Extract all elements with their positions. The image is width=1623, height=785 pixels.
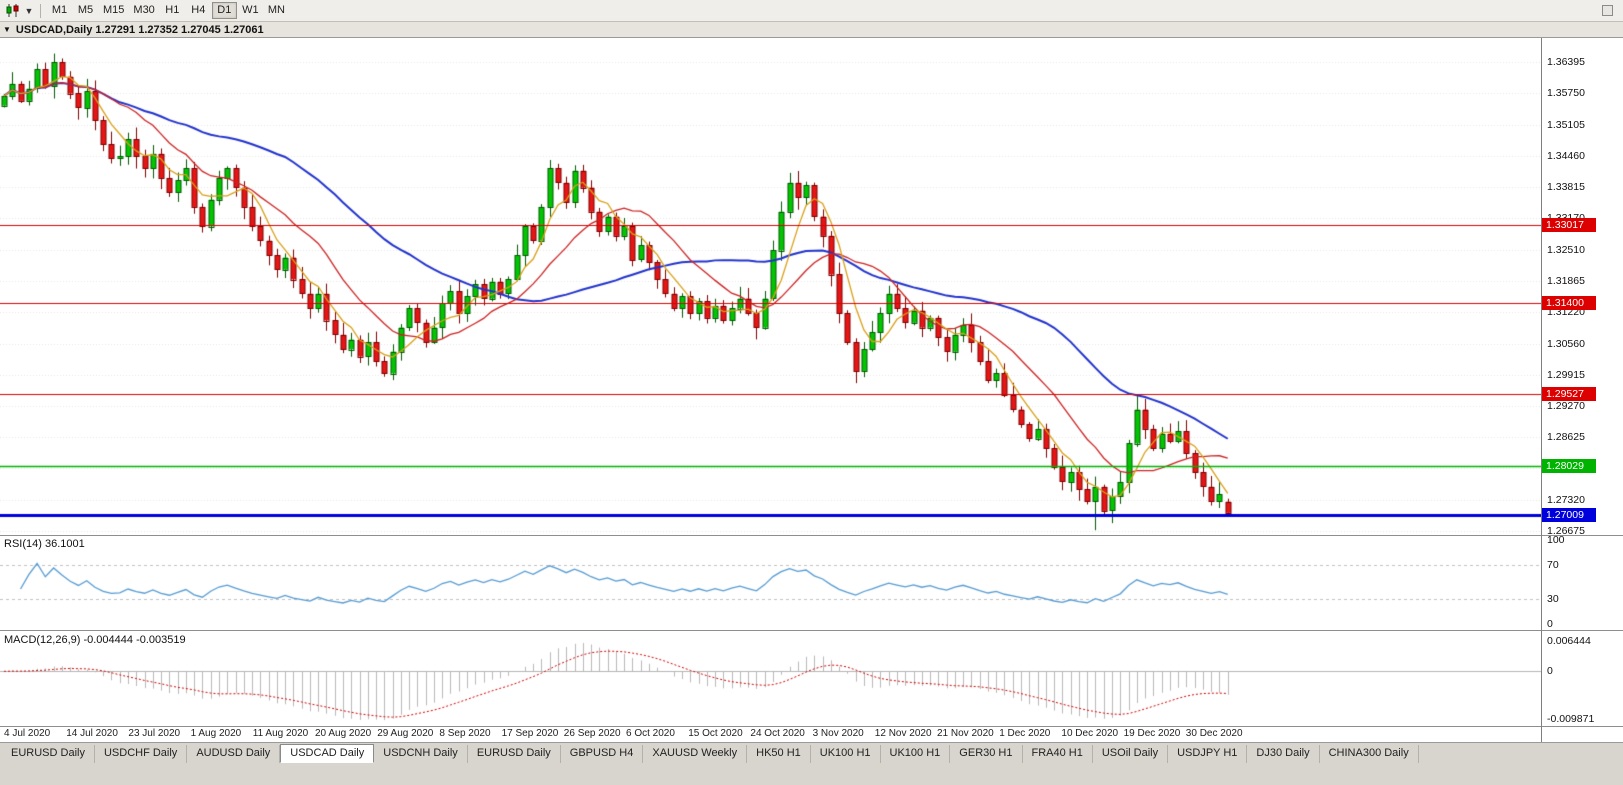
- tab-eurusd-daily[interactable]: EURUSD Daily: [468, 745, 561, 763]
- timeframe-button-m5[interactable]: M5: [77, 4, 94, 16]
- timeframe-button-d1[interactable]: D1: [211, 2, 237, 19]
- tab-usdcad-daily[interactable]: USDCAD Daily: [280, 744, 375, 763]
- price-tick: 1.36395: [1547, 56, 1585, 69]
- rsi-tick: 70: [1547, 559, 1559, 572]
- chart-title: USDCAD,Daily 1.27291 1.27352 1.27045 1.2…: [15, 23, 264, 36]
- timeframe-button-h1[interactable]: H1: [165, 4, 180, 16]
- rsi-tick: 0: [1547, 618, 1553, 630]
- date-label: 23 Jul 2020: [128, 728, 181, 739]
- hline-price-tag: 1.33017: [1542, 218, 1596, 233]
- date-label: 3 Nov 2020: [812, 728, 864, 739]
- timeframe-button-m1[interactable]: M1: [51, 4, 68, 16]
- date-label: 29 Aug 2020: [377, 728, 434, 739]
- chart-canvas[interactable]: [0, 38, 1541, 742]
- date-label: 24 Oct 2020: [750, 728, 805, 739]
- price-tick: 1.29270: [1547, 400, 1585, 413]
- date-label: 11 Aug 2020: [252, 728, 309, 739]
- chart-region: RSI(14) 36.1001 MACD(12,26,9) -0.004444 …: [0, 38, 1623, 742]
- tab-usdcnh-daily[interactable]: USDCNH Daily: [374, 745, 468, 763]
- rsi-tick: 100: [1547, 534, 1565, 546]
- window-menu-icon[interactable]: ▼: [3, 24, 11, 34]
- date-label: 19 Dec 2020: [1123, 728, 1181, 739]
- date-label: 1 Dec 2020: [999, 728, 1051, 739]
- date-label: 30 Dec 2020: [1185, 728, 1243, 739]
- rsi-tick: 30: [1547, 592, 1559, 605]
- timeframe-button-m30[interactable]: M30: [133, 4, 155, 16]
- timeframe-buttons: M1 M5 M15 M30 H1 H4 D1 W1 MN: [47, 2, 289, 19]
- macd-tick: 0.006444: [1547, 634, 1591, 647]
- toolbar-separator: [40, 3, 41, 18]
- toolbar-extra-button[interactable]: [1602, 5, 1613, 16]
- price-axis[interactable]: 1.363951.357501.351051.344601.338151.331…: [1542, 38, 1623, 742]
- date-label: 20 Aug 2020: [315, 728, 372, 739]
- date-label: 1 Aug 2020: [190, 728, 242, 739]
- price-tick: 1.32510: [1547, 243, 1585, 256]
- macd-panel-separator[interactable]: [0, 630, 1623, 631]
- price-tick: 1.29915: [1547, 369, 1585, 382]
- tab-usdchf-daily[interactable]: USDCHF Daily: [95, 745, 188, 763]
- tab-dj30-daily[interactable]: DJ30 Daily: [1247, 745, 1320, 763]
- price-tick: 1.26675: [1547, 525, 1585, 538]
- price-axis-border: [1541, 38, 1542, 742]
- date-label: 6 Oct 2020: [626, 728, 675, 739]
- date-label: 17 Sep 2020: [501, 728, 559, 739]
- tab-uk100-h1[interactable]: UK100 H1: [881, 745, 951, 763]
- tab-eurusd-daily[interactable]: EURUSD Daily: [2, 745, 95, 763]
- price-tick: 1.33815: [1547, 180, 1585, 193]
- tab-audusd-daily[interactable]: AUDUSD Daily: [187, 745, 281, 763]
- chart-tabs-bar: EURUSD Daily USDCHF Daily AUDUSD Daily USDC…: [0, 742, 1623, 785]
- timeframe-button-m15[interactable]: M15: [103, 4, 125, 16]
- date-label: 14 Jul 2020: [66, 728, 118, 739]
- tab-china300-daily[interactable]: CHINA300 Daily: [1320, 745, 1419, 763]
- price-tick: 1.35105: [1547, 118, 1585, 131]
- candlestick-chart-icon[interactable]: [4, 3, 22, 19]
- hline-price-tag: 1.31400: [1542, 296, 1596, 311]
- date-label: 26 Sep 2020: [563, 728, 621, 739]
- date-label: 15 Oct 2020: [688, 728, 743, 739]
- macd-tick: -0.009871: [1547, 712, 1595, 725]
- toolbar: ▼ M1 M5 M15 M30 H1 H4 D1 W1 MN: [0, 0, 1623, 22]
- price-tick: 1.30560: [1547, 337, 1585, 350]
- tab-usoil-daily[interactable]: USOil Daily: [1093, 745, 1169, 763]
- tab-gbpusd-h4[interactable]: GBPUSD H4: [561, 745, 644, 763]
- tab-xauusd-weekly[interactable]: XAUUSD Weekly: [643, 745, 748, 763]
- date-axis[interactable]: 4 Jul 2020 14 Jul 2020 23 Jul 2020 1 Aug 20…: [0, 727, 1541, 742]
- date-label: 4 Jul 2020: [4, 728, 51, 739]
- macd-tick: 0: [1547, 665, 1553, 678]
- hline-price-tag: 1.28029: [1542, 459, 1596, 474]
- tab-fra40-h1[interactable]: FRA40 H1: [1023, 745, 1093, 763]
- date-label: 21 Nov 2020: [937, 728, 994, 739]
- tab-hk50-h1[interactable]: HK50 H1: [747, 745, 811, 763]
- price-tick: 1.35750: [1547, 87, 1585, 100]
- price-tick: 1.31865: [1547, 274, 1585, 287]
- tab-usdjpy-h1[interactable]: USDJPY H1: [1168, 745, 1248, 763]
- date-label: 10 Dec 2020: [1061, 728, 1119, 739]
- hline-price-tag: 1.27009: [1542, 508, 1596, 523]
- chart-type-dropdown-arrow[interactable]: ▼: [24, 5, 34, 16]
- timeframe-button-h4[interactable]: H4: [191, 4, 206, 16]
- date-label: 8 Sep 2020: [439, 728, 491, 739]
- date-axis-separator: [0, 726, 1623, 727]
- price-tick: 1.28625: [1547, 431, 1585, 444]
- rsi-label: RSI(14) 36.1001: [4, 538, 85, 550]
- price-tick: 1.34460: [1547, 149, 1585, 162]
- timeframe-button-mn[interactable]: MN: [267, 4, 285, 16]
- tab-ger30-h1[interactable]: GER30 H1: [950, 745, 1023, 763]
- rsi-panel-separator[interactable]: [0, 535, 1623, 536]
- hline-price-tag: 1.29527: [1542, 386, 1596, 401]
- price-tick: 1.27320: [1547, 494, 1585, 507]
- tab-uk100-h1[interactable]: UK100 H1: [811, 745, 881, 763]
- macd-label: MACD(12,26,9) -0.004444 -0.003519: [4, 634, 186, 646]
- date-label: 12 Nov 2020: [874, 728, 932, 739]
- chart-title-bar: ▼ USDCAD,Daily 1.27291 1.27352 1.27045 1…: [0, 22, 1623, 38]
- timeframe-button-w1[interactable]: W1: [242, 4, 259, 16]
